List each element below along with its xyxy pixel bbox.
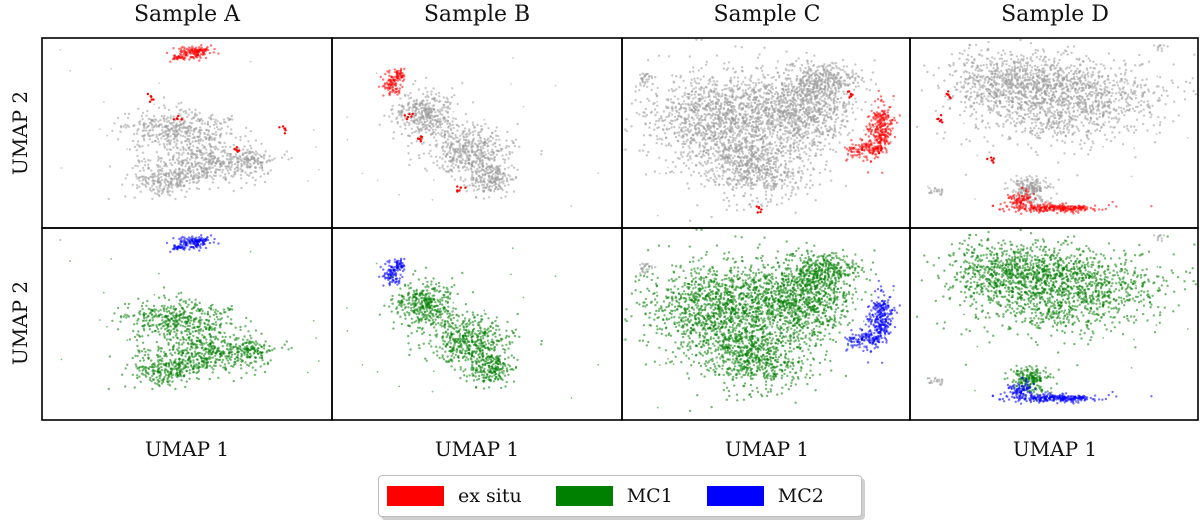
- panel-frame-b-row-1: [331, 37, 623, 229]
- panel-frame-d-row-2: [909, 227, 1199, 421]
- legend: ex situ MC1 MC2: [378, 475, 862, 517]
- scatter-points-b-row-1: [346, 57, 600, 208]
- scatter-points-a-row-1: [59, 44, 320, 201]
- x-axis-label-sample-c: UMAP 1: [724, 437, 810, 461]
- legend-swatch-mc2: [706, 486, 764, 506]
- column-title-sample-b: Sample B: [423, 2, 531, 27]
- scatter-points-d-row-1: [915, 38, 1198, 215]
- umap-panel-grid: [41, 37, 1199, 421]
- x-axis-label-sample-a: UMAP 1: [144, 437, 230, 461]
- legend-label-ex-situ: ex situ: [458, 485, 522, 507]
- legend-label-mc2: MC2: [777, 485, 824, 507]
- legend-item-ex-situ: ex situ: [387, 485, 522, 507]
- scatter-points-a-row-2: [59, 234, 320, 391]
- legend-swatch-ex-situ: [387, 486, 444, 506]
- column-title-sample-d: Sample D: [1001, 2, 1109, 27]
- scatter-points-c-row-2: [622, 228, 901, 412]
- scatter-points-b-row-2: [346, 247, 600, 399]
- legend-label-mc1: MC1: [626, 485, 673, 507]
- panel-frame-b-row-2: [331, 227, 623, 421]
- scatter-points-c-row-1: [622, 38, 901, 222]
- column-title-sample-c: Sample C: [713, 2, 821, 27]
- legend-item-mc1: MC1: [555, 485, 673, 507]
- x-axis-label-sample-b: UMAP 1: [434, 437, 520, 461]
- column-title-sample-a: Sample A: [133, 2, 241, 27]
- legend-swatch-mc1: [555, 486, 613, 506]
- legend-item-mc2: MC2: [706, 485, 824, 507]
- x-axis-label-sample-d: UMAP 1: [1012, 437, 1098, 461]
- scatter-points-d-row-2: [915, 228, 1198, 405]
